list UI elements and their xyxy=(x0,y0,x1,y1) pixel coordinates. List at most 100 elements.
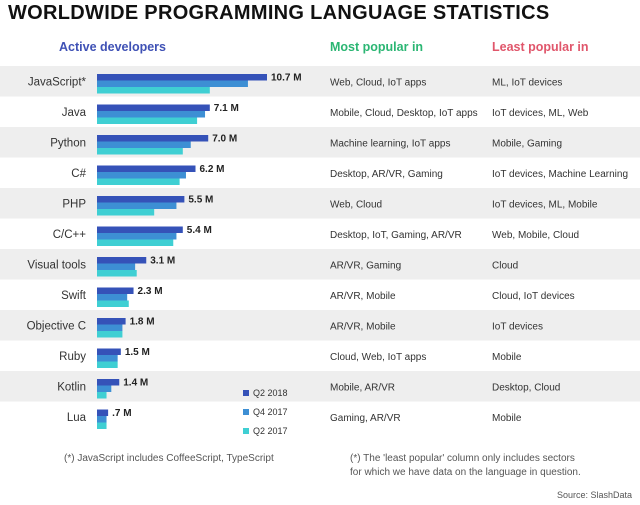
bar-q4-2017 xyxy=(97,80,248,87)
least-popular-cell: Mobile xyxy=(492,413,522,424)
most-popular-cell: Desktop, AR/VR, Gaming xyxy=(330,169,443,180)
least-popular-cell: IoT devices xyxy=(492,321,543,332)
category-label: Lua xyxy=(67,412,87,424)
least-popular-cell: Mobile, Gaming xyxy=(492,138,562,149)
bar-q2-2017 xyxy=(97,117,198,124)
bar-q2-2017 xyxy=(97,239,174,246)
bar-q2-2017 xyxy=(97,209,155,216)
bar-q2-2017 xyxy=(97,331,123,338)
bar-q2-2018 xyxy=(97,348,121,355)
least-popular-cell: IoT devices, Machine Learning xyxy=(492,169,628,180)
bar-q2-2017 xyxy=(97,270,137,277)
category-label: Swift xyxy=(61,290,87,302)
footnote-least-popular-line1: (*) The 'least popular' column only incl… xyxy=(350,453,575,464)
most-popular-cell: Cloud, Web, IoT apps xyxy=(330,352,426,363)
bar-q2-2018 xyxy=(97,196,185,203)
bar-q2-2018 xyxy=(97,165,196,172)
value-label: 5.5 M xyxy=(188,195,213,206)
most-popular-cell: Desktop, IoT, Gaming, AR/VR xyxy=(330,230,462,241)
category-label: Python xyxy=(50,137,86,149)
bar-q2-2017 xyxy=(97,87,210,94)
most-popular-cell: AR/VR, Mobile xyxy=(330,291,396,302)
bar-q2-2018 xyxy=(97,287,134,294)
footnote-javascript: (*) JavaScript includes CoffeeScript, Ty… xyxy=(64,453,274,464)
most-popular-cell: Mobile, Cloud, Desktop, IoT apps xyxy=(330,108,478,119)
row-band xyxy=(0,249,640,280)
value-label: 1.8 M xyxy=(130,317,155,328)
value-label: .7 M xyxy=(112,408,131,419)
bar-q4-2017 xyxy=(97,141,191,148)
category-label: PHP xyxy=(62,198,86,210)
most-popular-cell: Web, Cloud, IoT apps xyxy=(330,77,426,88)
bar-q4-2017 xyxy=(97,111,206,118)
bar-q2-2018 xyxy=(97,379,120,386)
bar-q4-2017 xyxy=(97,172,186,179)
category-label: Kotlin xyxy=(57,381,86,393)
row-band xyxy=(0,310,640,341)
least-popular-cell: Cloud xyxy=(492,260,518,271)
value-label: 1.4 M xyxy=(123,378,148,389)
least-popular-cell: ML, IoT devices xyxy=(492,77,562,88)
most-popular-cell: Machine learning, IoT apps xyxy=(330,138,450,149)
legend-swatch xyxy=(243,409,249,415)
bar-q2-2017 xyxy=(97,392,107,399)
most-popular-header: Most popular in xyxy=(330,40,424,54)
bar-q2-2018 xyxy=(97,226,183,233)
most-popular-cell: Web, Cloud xyxy=(330,199,382,210)
legend-label: Q2 2017 xyxy=(253,426,288,436)
source-credit: Source: SlashData xyxy=(556,490,632,500)
category-label: Objective C xyxy=(27,320,86,332)
chart-title: WORLDWIDE PROGRAMMING LANGUAGE STATISTIC… xyxy=(8,2,550,24)
bar-q2-2018 xyxy=(97,257,147,264)
category-label: Java xyxy=(62,107,87,119)
category-label: Visual tools xyxy=(27,259,86,271)
bar-q2-2017 xyxy=(97,422,107,429)
most-popular-cell: AR/VR, Gaming xyxy=(330,260,401,271)
least-popular-header: Least popular in xyxy=(492,40,589,54)
value-label: 7.1 M xyxy=(214,103,239,114)
least-popular-cell: Cloud, IoT devices xyxy=(492,291,575,302)
bar-q2-2018 xyxy=(97,104,210,111)
legend-swatch xyxy=(243,428,249,434)
least-popular-cell: Desktop, Cloud xyxy=(492,382,560,393)
least-popular-cell: Web, Mobile, Cloud xyxy=(492,230,579,241)
footnote-least-popular-line2: for which we have data on the language i… xyxy=(350,467,581,478)
bar-q2-2018 xyxy=(97,74,267,81)
bar-q4-2017 xyxy=(97,263,136,270)
legend-label: Q4 2017 xyxy=(253,407,288,417)
bar-q2-2017 xyxy=(97,178,180,185)
least-popular-cell: Mobile xyxy=(492,352,522,363)
bar-q2-2018 xyxy=(97,318,126,325)
bar-q4-2017 xyxy=(97,385,112,392)
value-label: 1.5 M xyxy=(125,347,150,358)
most-popular-cell: Mobile, AR/VR xyxy=(330,382,395,393)
value-label: 5.4 M xyxy=(187,225,212,236)
legend-swatch xyxy=(243,390,249,396)
least-popular-cell: IoT devices, ML, Web xyxy=(492,108,589,119)
bar-q2-2018 xyxy=(97,409,109,416)
category-label: Ruby xyxy=(59,351,86,363)
value-label: 3.1 M xyxy=(150,256,175,267)
bar-q2-2017 xyxy=(97,300,129,307)
bar-q4-2017 xyxy=(97,324,123,331)
bar-q4-2017 xyxy=(97,416,107,423)
value-label: 10.7 M xyxy=(271,73,302,84)
bar-q2-2018 xyxy=(97,135,209,142)
value-label: 7.0 M xyxy=(212,134,237,145)
legend-label: Q2 2018 xyxy=(253,388,288,398)
category-label: C# xyxy=(71,168,86,180)
bar-q4-2017 xyxy=(97,355,118,362)
category-label: C/C++ xyxy=(53,229,87,241)
most-popular-cell: AR/VR, Mobile xyxy=(330,321,396,332)
bar-q4-2017 xyxy=(97,294,128,301)
value-label: 6.2 M xyxy=(200,164,225,175)
bar-q4-2017 xyxy=(97,233,177,240)
category-label: JavaScript* xyxy=(28,76,87,88)
active-developers-header: Active developers xyxy=(59,40,166,54)
bar-q4-2017 xyxy=(97,202,177,209)
bar-q2-2017 xyxy=(97,148,183,155)
most-popular-cell: Gaming, AR/VR xyxy=(330,413,401,424)
value-label: 2.3 M xyxy=(138,286,163,297)
least-popular-cell: IoT devices, ML, Mobile xyxy=(492,199,598,210)
